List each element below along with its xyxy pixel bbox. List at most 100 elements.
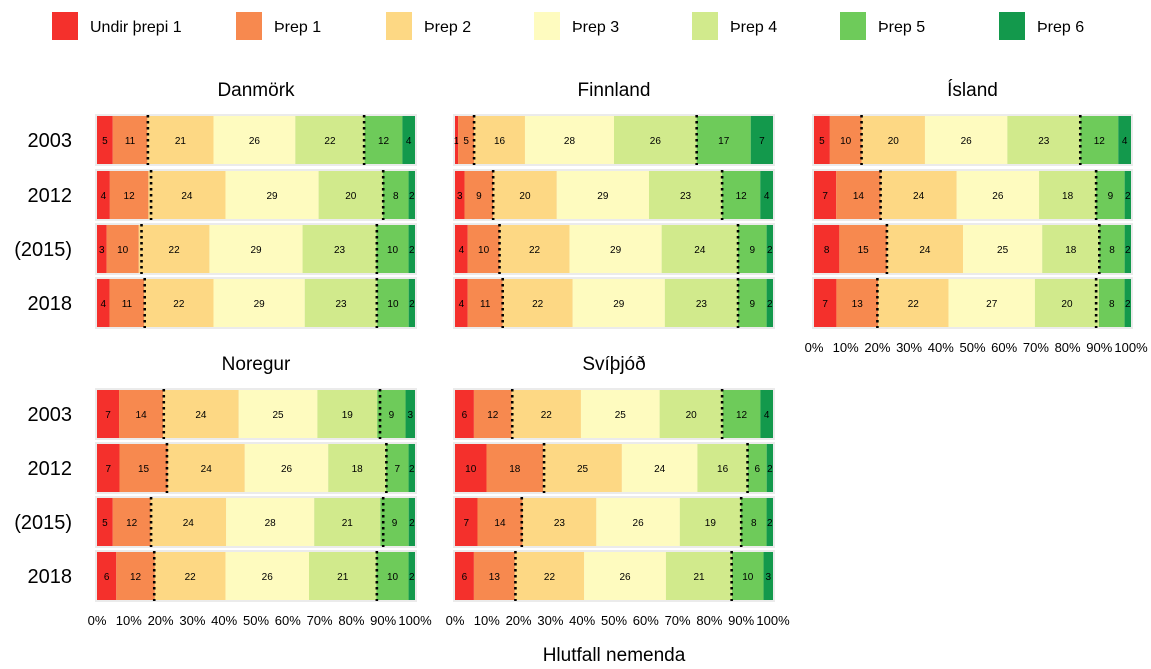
segment-label: 25: [615, 410, 627, 421]
segment-label: 22: [541, 410, 553, 421]
segment-label: 25: [577, 464, 589, 475]
bar-segment: [502, 279, 573, 327]
bar-segment: [408, 552, 415, 600]
segment-label: 24: [195, 410, 207, 421]
bar-segment: [763, 552, 773, 600]
bar-segment: [836, 171, 881, 219]
bar-segment: [213, 279, 305, 327]
segment-label: 23: [335, 299, 347, 310]
segment-label: 11: [125, 136, 136, 147]
bar-segment: [116, 552, 155, 600]
bar-segment: [836, 279, 879, 327]
bar-segment: [328, 444, 387, 492]
bar-segment: [511, 390, 581, 438]
bar-segment: [408, 444, 415, 492]
bar-segment: [295, 116, 365, 164]
bar-segment: [97, 225, 107, 273]
legend-label: Þrep 1: [274, 19, 321, 36]
bar-segment: [760, 171, 773, 219]
segment-label: 26: [961, 136, 973, 147]
bar-segment: [814, 225, 840, 273]
bar-segment: [659, 390, 723, 438]
bar-segment: [1034, 279, 1099, 327]
bar-segment: [924, 116, 1008, 164]
segment-label: 8: [824, 245, 830, 256]
bar-row: 3 9 20 29 23 12 4: [453, 169, 775, 221]
bar-segment: [665, 552, 733, 600]
x-tick-label: 20%: [506, 613, 532, 628]
segment-label: 21: [175, 136, 187, 147]
bar-segment: [1124, 225, 1131, 273]
bar-row: 2003 5 11 21 26 22 12 4: [28, 114, 417, 166]
segment-label: 5: [102, 518, 108, 529]
bar-segment: [138, 225, 210, 273]
legend-label: Þrep 2: [424, 19, 471, 36]
x-tick-label: 90%: [370, 613, 396, 628]
x-tick-label: 60%: [633, 613, 659, 628]
bar-segment: [556, 171, 649, 219]
segment-label: 5: [463, 136, 469, 147]
bar-segment: [97, 552, 117, 600]
bar-segment: [119, 444, 168, 492]
segment-label: 3: [457, 191, 463, 202]
segment-label: 24: [654, 464, 666, 475]
bar-segment: [747, 444, 767, 492]
x-tick-label: 30%: [537, 613, 563, 628]
bar-segment: [766, 279, 773, 327]
bar-segment: [740, 498, 767, 546]
segment-label: 2: [767, 464, 773, 475]
segment-label: 14: [136, 410, 148, 421]
bar-segment: [614, 116, 697, 164]
segment-label: 4: [459, 299, 465, 310]
bar-segment: [119, 390, 164, 438]
bar-segment: [514, 552, 585, 600]
bar-row: (2015) 3 10 22 29 23 10 2: [14, 223, 417, 275]
segment-label: 7: [105, 464, 111, 475]
x-tick-label: 40%: [211, 613, 237, 628]
x-axis-title: Hlutfall nemenda: [543, 645, 686, 666]
segment-label: 17: [718, 136, 730, 147]
segment-label: 8: [1109, 245, 1115, 256]
year-label: 2018: [28, 566, 73, 588]
bar-segment: [455, 552, 474, 600]
segment-label: 16: [494, 136, 506, 147]
bar-segment: [493, 171, 557, 219]
bar-segment: [829, 116, 862, 164]
bar-segment: [697, 444, 748, 492]
segment-label: 10: [117, 245, 129, 256]
segment-label: 2: [1125, 191, 1131, 202]
segment-label: 29: [254, 299, 266, 310]
segment-label: 11: [122, 299, 133, 310]
bar-row: 7 14 24 26 18 9 2: [812, 169, 1133, 221]
x-tick-label: 50%: [959, 340, 985, 355]
bar-segment: [1042, 225, 1100, 273]
segment-label: 13: [489, 572, 501, 583]
segment-label: 12: [126, 518, 138, 529]
panel-title: Noregur: [222, 354, 291, 375]
bar-segment: [147, 116, 214, 164]
bar-segment: [455, 116, 459, 164]
bar-segment: [1039, 171, 1097, 219]
bar-segment: [97, 498, 113, 546]
bar-segment: [524, 116, 614, 164]
year-label: 2003: [28, 130, 73, 152]
segment-label: 12: [736, 410, 748, 421]
x-tick-label: 100%: [398, 613, 432, 628]
bar-segment: [382, 171, 409, 219]
bar-segment: [580, 390, 660, 438]
bar-segment: [738, 225, 767, 273]
panel-title: Finnland: [578, 80, 651, 101]
bar-segment: [408, 279, 415, 327]
panel-title: Ísland: [947, 80, 998, 101]
bar-row: 2012 4 12 24 29 20 8 2: [28, 169, 417, 221]
segment-label: 22: [532, 299, 544, 310]
panel-title: Svíþjóð: [582, 354, 645, 375]
segment-label: 4: [764, 410, 770, 421]
legend-item: Þrep 2: [386, 12, 471, 40]
segment-label: 24: [181, 191, 193, 202]
bar-segment: [304, 279, 378, 327]
segment-label: 7: [822, 299, 828, 310]
bar-segment: [661, 225, 739, 273]
